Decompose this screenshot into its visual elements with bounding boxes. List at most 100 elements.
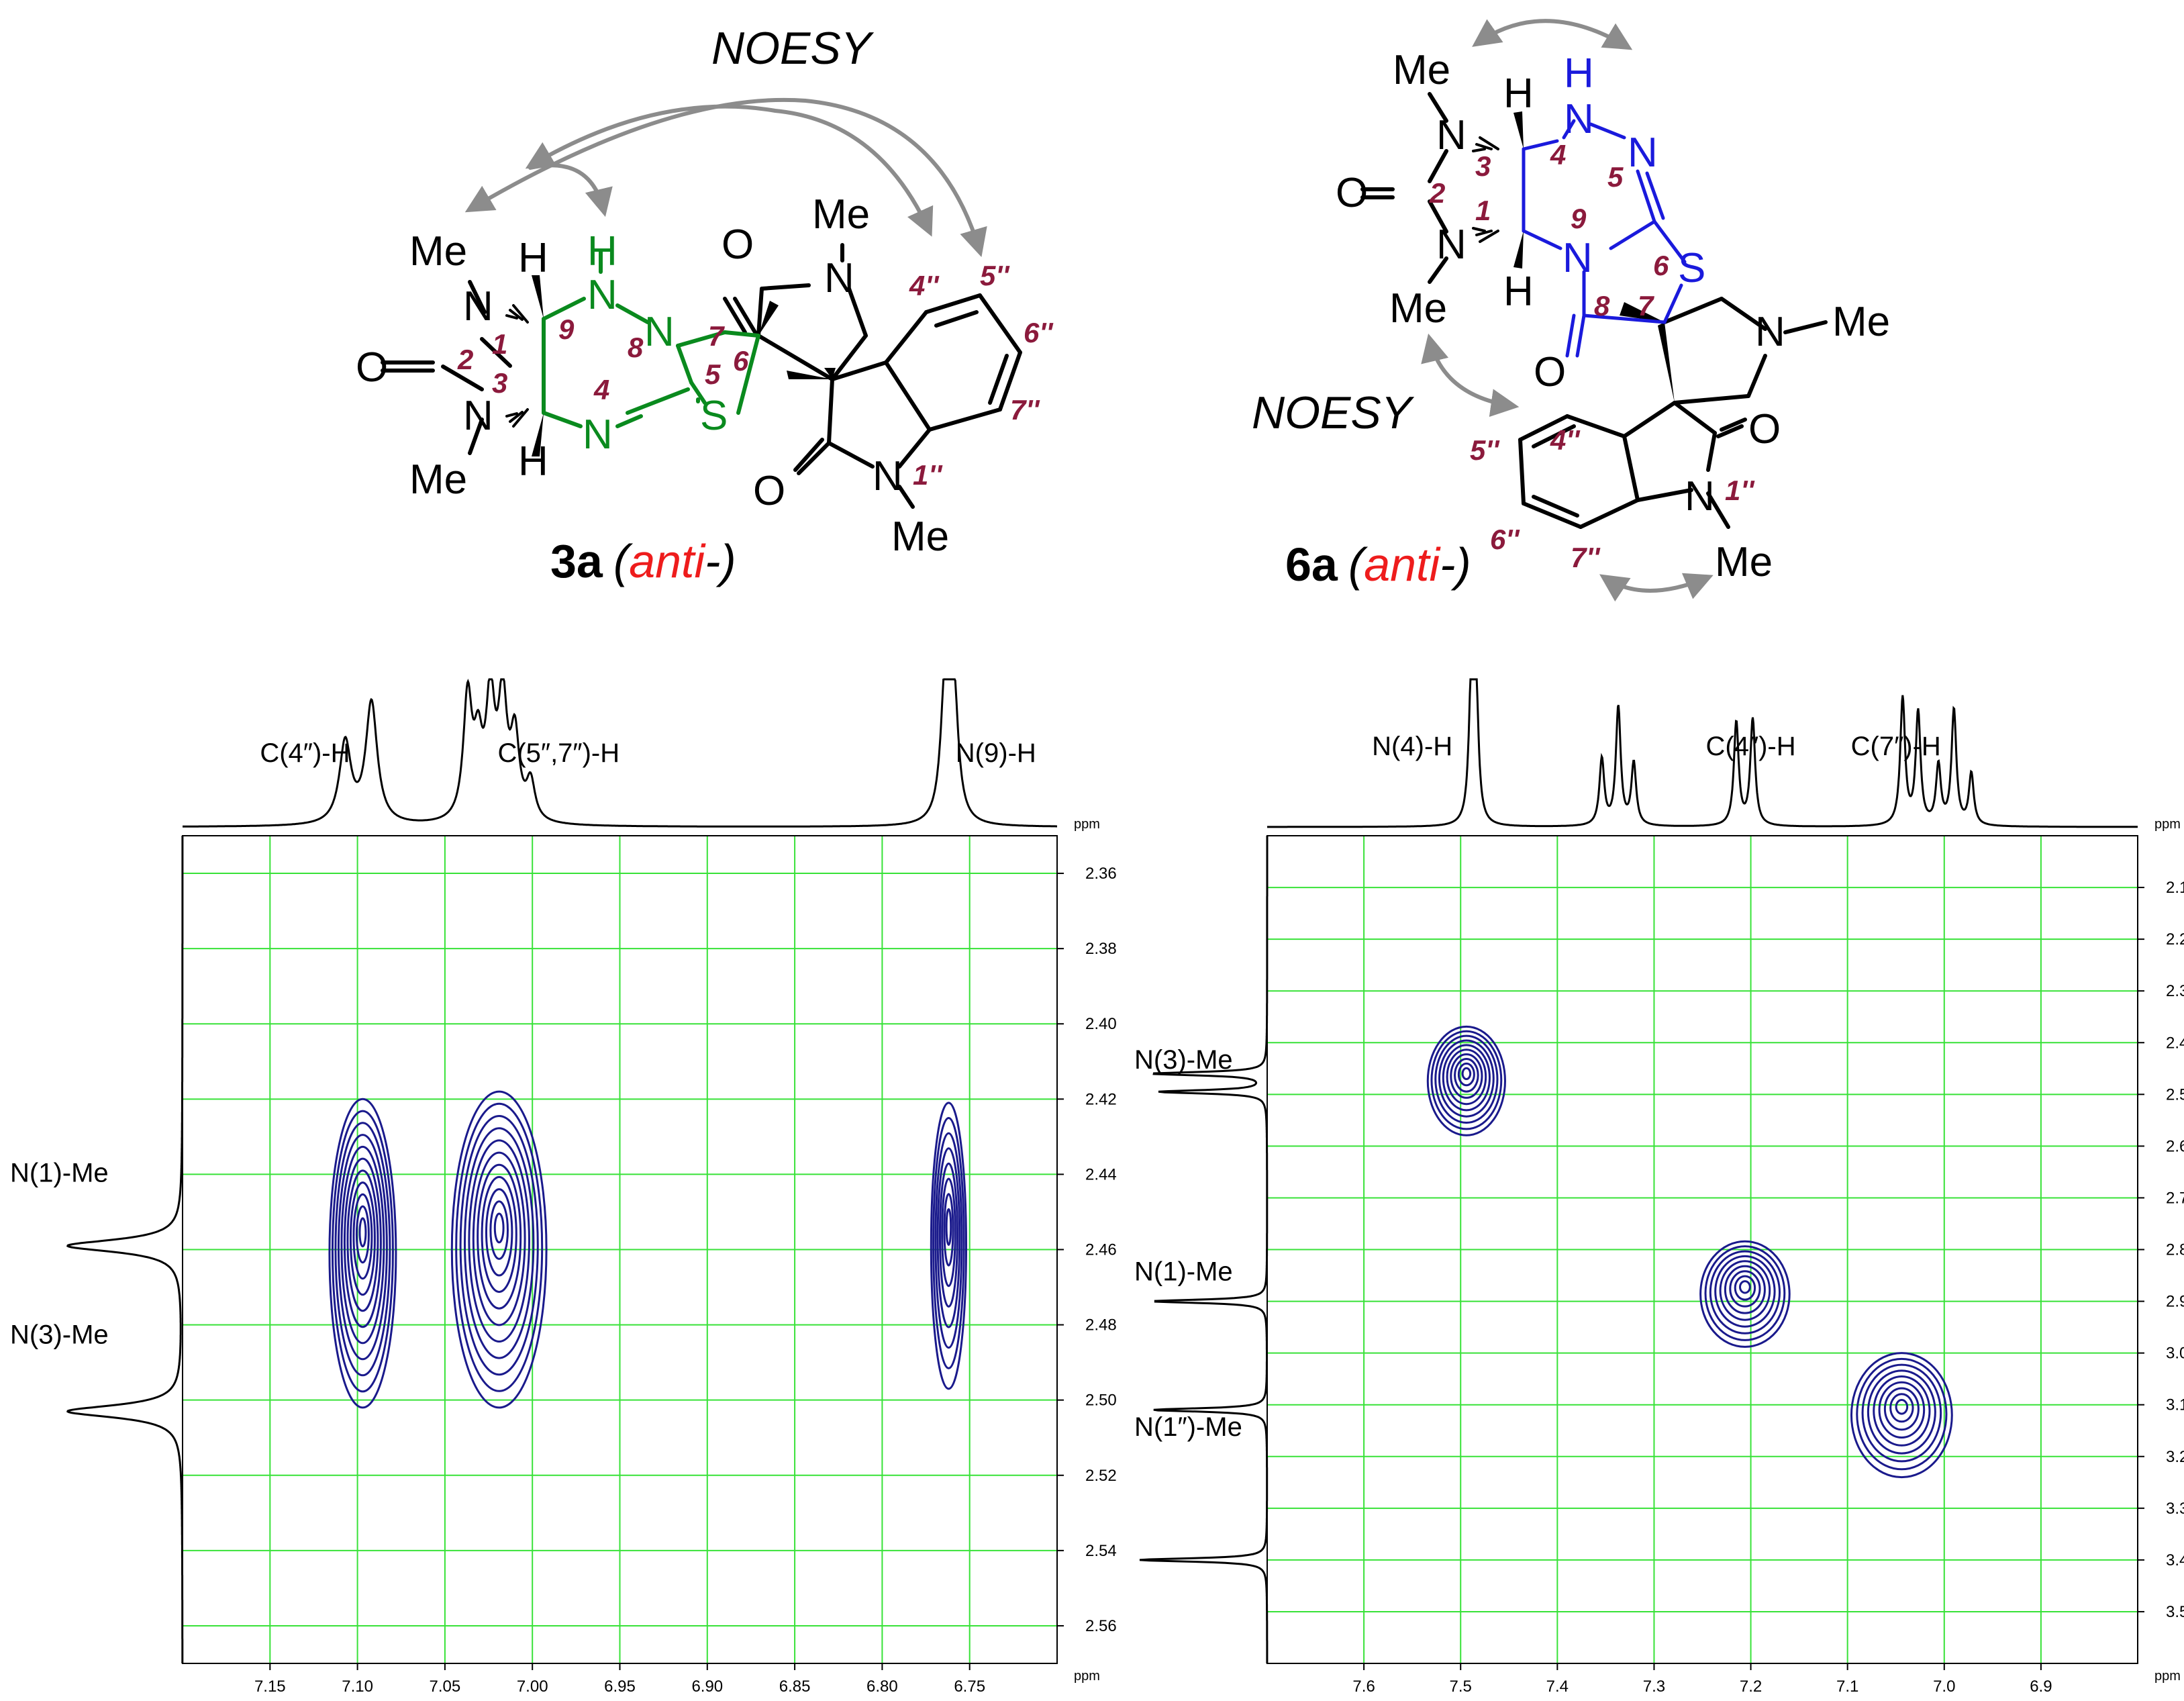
atom-h-bot-3a: H xyxy=(518,438,548,485)
contour-level xyxy=(485,1188,513,1277)
peak-label-top: N(4)-H xyxy=(1372,732,1452,761)
bonds-black-3a xyxy=(381,243,1022,509)
atom-me-pyr-3a: Me xyxy=(812,191,870,238)
x-tick-label: 6.95 xyxy=(604,1678,636,1696)
y-tick-label: 2.4 xyxy=(2166,1034,2184,1052)
contour-level xyxy=(1442,1044,1491,1112)
atom-n5-6a: N xyxy=(1628,130,1658,176)
projection-1d-side xyxy=(1139,836,1269,1663)
contour-level xyxy=(943,1193,954,1267)
atom-me-n3-3a: Me xyxy=(409,456,467,503)
contour-level xyxy=(493,1212,505,1244)
unit-label-bottom: ppm xyxy=(2154,1669,2181,1684)
contour-level xyxy=(934,1132,963,1349)
x-tick-label: 7.4 xyxy=(1546,1678,1569,1696)
contour-level xyxy=(932,1117,965,1369)
contour-level xyxy=(1873,1375,1931,1447)
grid xyxy=(1267,836,2138,1663)
bonds-green-3a xyxy=(542,250,760,428)
y-tick-label: 2.44 xyxy=(1085,1165,1117,1183)
wedge-6a-2 xyxy=(1658,322,1675,403)
contour-level xyxy=(1719,1260,1771,1321)
x-tick-label: 7.15 xyxy=(254,1678,286,1696)
contour-level xyxy=(941,1177,956,1287)
contour-level xyxy=(1704,1245,1786,1341)
contour-level xyxy=(349,1181,376,1296)
locant-9-3a: 9 xyxy=(558,313,575,345)
contour-level xyxy=(1457,1062,1475,1087)
projection-1d-top xyxy=(183,678,1057,828)
contour-level xyxy=(1434,1034,1499,1124)
contour-level xyxy=(1699,1240,1791,1348)
atom-h-top-3a: H xyxy=(518,235,548,281)
atom-n4-6a: N xyxy=(1564,96,1594,142)
x-tick-label: 7.00 xyxy=(517,1678,548,1696)
contour-level xyxy=(459,1115,539,1376)
atom-s-6a: S xyxy=(1678,245,1705,291)
compound-label-6a: 6a (anti-) xyxy=(1285,538,1471,591)
structure-3a: NOESY xyxy=(356,23,1054,587)
contour-level xyxy=(1729,1270,1761,1308)
locant-4-3a: 4 xyxy=(593,374,609,405)
contour-level xyxy=(1724,1265,1766,1314)
y-tick-label: 2.8 xyxy=(2166,1241,2184,1259)
cross-peak xyxy=(328,1098,397,1409)
contour-level xyxy=(1430,1030,1503,1130)
contour-level xyxy=(1454,1058,1479,1093)
cross-peak xyxy=(1850,1352,1953,1479)
y-tick-label: 2.48 xyxy=(1085,1316,1117,1334)
contour-level xyxy=(346,1169,379,1312)
compound-label-3a: 3a (anti-) xyxy=(550,535,736,587)
y-tick-label: 3.4 xyxy=(2166,1551,2184,1569)
locant-1pp-3a: 1'' xyxy=(913,459,943,491)
y-tick-label: 2.56 xyxy=(1085,1617,1117,1635)
y-tick-label: 3.1 xyxy=(2166,1396,2184,1414)
x-tick-label: 7.1 xyxy=(1836,1678,1858,1696)
y-tick-label: 2.38 xyxy=(1085,940,1117,958)
atom-n8-3a: N xyxy=(644,309,675,355)
atom-n-ind-6a: N xyxy=(1685,473,1715,520)
atom-h9-3a: H xyxy=(587,228,617,275)
atom-n9-6a: N xyxy=(1562,235,1593,281)
wedge-6a-h-bot xyxy=(1513,231,1524,269)
contour-level xyxy=(477,1163,522,1310)
noesy-arrows-6a xyxy=(1421,19,1714,602)
atom-n4-3a: N xyxy=(583,411,613,458)
contour-level xyxy=(450,1090,548,1409)
hash-bonds-6a xyxy=(1472,136,1499,243)
x-tick-label: 7.3 xyxy=(1643,1678,1665,1696)
peak-label-top: N(9)-H xyxy=(956,738,1036,768)
atoms-6a: Me N H H N N O N Me H N S O N Me O N Me xyxy=(1336,47,1890,585)
axes: 7.15 7.10 7.05 7.00 6.95 6.90 6.85 6.80 6.75 2.36… xyxy=(254,817,1117,1696)
wedge-6a-h-top xyxy=(1513,111,1524,149)
contour-level xyxy=(945,1208,952,1247)
contour-level xyxy=(1739,1280,1751,1294)
x-tick-label: 6.90 xyxy=(691,1678,723,1696)
atom-o-c2-3a: O xyxy=(356,344,388,391)
atom-n3-3a: N xyxy=(463,393,493,439)
y-tick-label: 2.52 xyxy=(1085,1467,1117,1485)
atom-n-ind-3a: N xyxy=(873,453,903,499)
y-tick-label: 2.54 xyxy=(1085,1542,1117,1560)
locant-7pp-6a: 7'' xyxy=(1571,542,1601,573)
locant-2-6a: 2 xyxy=(1429,177,1445,209)
bonds-blue-6a xyxy=(1522,119,1687,358)
peak-label-top: C(7″)-H xyxy=(1851,732,1941,761)
atom-o-c2-6a: O xyxy=(1336,170,1368,216)
contour-level xyxy=(337,1134,388,1361)
atom-me-ind-6a: Me xyxy=(1715,539,1773,585)
contour-level xyxy=(1714,1255,1776,1328)
contour-level xyxy=(468,1139,530,1343)
wedge-3a-h-bot xyxy=(532,413,544,456)
wedge-3a-3 xyxy=(824,368,836,379)
atom-me-n1-3a: Me xyxy=(409,228,467,275)
locant-5pp-6a: 5'' xyxy=(1470,434,1500,466)
locant-5-6a: 5 xyxy=(1607,161,1624,193)
noesy-spectrum-6a: 7.6 7.5 7.4 7.3 7.2 7.1 7.0 6.9 2.1 2.2 2.3 2.4 2.5 2… xyxy=(1134,678,2184,1696)
cross-peak xyxy=(450,1090,548,1409)
contour-level xyxy=(1867,1369,1936,1455)
contour-level xyxy=(1878,1381,1926,1439)
y-tick-label: 2.1 xyxy=(2166,879,2184,897)
locant-1-3a: 1 xyxy=(492,328,507,360)
projection-1d-top xyxy=(1267,678,2138,828)
